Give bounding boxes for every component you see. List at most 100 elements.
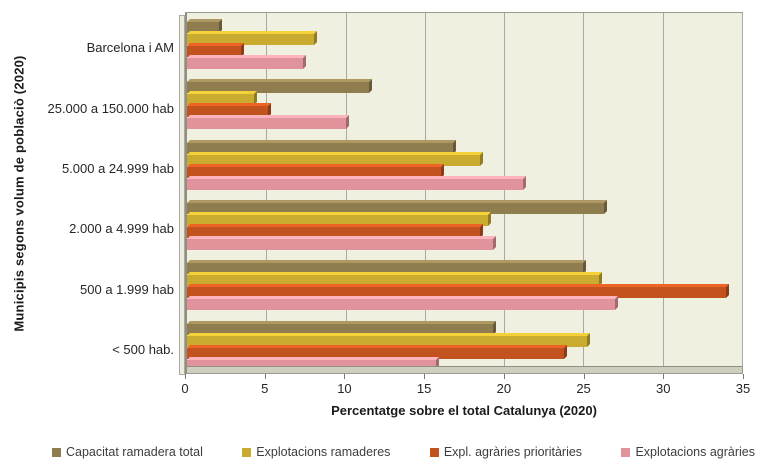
bar-bevel-top [187, 260, 587, 264]
bar-capacitat-ramadera-total-5 [187, 260, 587, 275]
bar-explotacions-ramaderes-3 [187, 151, 484, 166]
legend-label: Explotacions ramaderes [256, 445, 391, 459]
bar-expl-agr-ries-priorit-ries-3 [187, 163, 444, 178]
bar-explotacions-ramaderes-1 [187, 31, 317, 45]
bar-face [187, 94, 254, 106]
bar-bevel-top [187, 55, 306, 58]
bar-bevel-side [615, 296, 619, 311]
bar-capacitat-ramadera-total-2 [187, 79, 373, 94]
x-tick-label-20: 20 [496, 381, 512, 396]
bar-bevel-top [187, 320, 497, 324]
bar-group-2 [187, 73, 742, 133]
legend-swatch-icon [429, 447, 439, 457]
bar-explotacions-ramaderes-6 [187, 332, 590, 347]
x-tick-label-15: 15 [416, 381, 432, 396]
x-tick-label-30: 30 [656, 381, 671, 396]
bar-bevel-top [187, 175, 527, 179]
category-label-3: 5.000 a 24.999 hab [61, 160, 174, 176]
bar-face [187, 203, 605, 214]
bar-explotacions-ramaderes-5 [187, 272, 603, 287]
legend-item-4: Explotacions agràries [621, 445, 755, 459]
bar-bevel-top [187, 284, 730, 288]
bar-bevel-top [187, 43, 244, 46]
bar-capacitat-ramadera-total-6 [187, 320, 497, 335]
bar-face [187, 275, 600, 287]
x-tick-mark-5 [264, 374, 266, 379]
bar-bevel-side [586, 332, 590, 347]
bar-face [187, 46, 241, 57]
bar-face [187, 359, 436, 371]
legend-swatch-icon [242, 447, 252, 457]
gridline-30 [662, 13, 664, 366]
legend-label: Expl. agràries prioritàries [443, 445, 583, 459]
gridline-35 [742, 13, 743, 366]
y-axis-title: Municipis segons volum de poblaciò (2020… [11, 55, 27, 332]
bar-face [187, 263, 584, 275]
bar-bevel-side [302, 55, 306, 69]
bar-face [187, 239, 494, 250]
x-tick-mark-15 [424, 374, 426, 379]
bar-bevel-top [187, 356, 439, 360]
category-label-5: 500 a 1.999 hab [80, 281, 174, 297]
bar-face [187, 323, 494, 335]
bar-bevel-top [187, 332, 590, 336]
gridline-25 [583, 13, 585, 366]
category-label-4: 2.000 a 4.999 hab [69, 221, 174, 237]
legend-item-1: Capacitat ramadera total [52, 445, 203, 459]
bar-bevel-top [187, 79, 373, 83]
category-label-2: 25.000 a 150.000 hab [47, 100, 174, 116]
bar-capacitat-ramadera-total-4 [187, 200, 608, 214]
bar-bevel-top [187, 103, 271, 107]
bar-bevel-side [726, 284, 730, 299]
plot-area [179, 12, 743, 375]
bar-face [187, 299, 616, 311]
bar-bevel-side [523, 175, 527, 190]
bar-bevel-top [187, 272, 603, 276]
bar-bevel-top [187, 163, 444, 167]
legend: Capacitat ramadera total Explotacions ram… [52, 445, 755, 459]
bar-bevel-side [480, 151, 484, 166]
bar-expl-agr-ries-priorit-ries-2 [187, 103, 271, 118]
bar-bevel-top [187, 236, 497, 239]
bar-expl-agr-ries-priorit-ries-4 [187, 224, 484, 238]
bar-face [187, 82, 370, 94]
bar-bevel-side [345, 115, 349, 130]
plot-floor [187, 366, 742, 373]
bar-face [187, 22, 219, 33]
legend-label: Explotacions agràries [635, 445, 755, 459]
category-label-1: Barcelona i AM [86, 40, 174, 56]
bar-face [187, 347, 565, 359]
bar-bevel-top [187, 200, 608, 203]
bar-explotacions-agr-ries-4 [187, 236, 497, 250]
axis-left-wall [179, 15, 185, 375]
bar-bevel-side [493, 236, 497, 250]
bar-face [187, 58, 303, 69]
bar-bevel-side [488, 212, 492, 226]
legend-item-3: Expl. agràries prioritàries [429, 445, 583, 459]
bar-bevel-top [187, 224, 484, 227]
x-tick-mark-20 [503, 374, 505, 379]
bar-expl-agr-ries-priorit-ries-1 [187, 43, 244, 57]
bar-expl-agr-ries-priorit-ries-6 [187, 344, 568, 359]
x-tick-mark-25 [583, 374, 585, 379]
bar-explotacions-agr-ries-3 [187, 175, 527, 190]
x-tick-mark-30 [663, 374, 665, 379]
bar-face [187, 178, 524, 190]
x-axis-title: Percentatge sobre el total Catalunya (20… [331, 403, 597, 418]
bar-explotacions-ramaderes-4 [187, 212, 492, 226]
x-tick-label-25: 25 [576, 381, 591, 396]
bar-face [187, 142, 454, 154]
legend-swatch-icon [621, 447, 631, 457]
x-tick-mark-0 [185, 374, 186, 379]
bar-explotacions-agr-ries-6 [187, 356, 439, 371]
x-tick-label-0: 0 [181, 381, 189, 396]
bar-face [187, 118, 346, 130]
bar-face [187, 287, 727, 299]
bar-bevel-top [187, 115, 349, 119]
bar-group-4 [187, 194, 742, 254]
bar-bevel-side [564, 344, 568, 359]
bar-capacitat-ramadera-total-3 [187, 139, 457, 154]
bar-bevel-top [187, 296, 619, 300]
bar-explotacions-ramaderes-2 [187, 91, 257, 106]
